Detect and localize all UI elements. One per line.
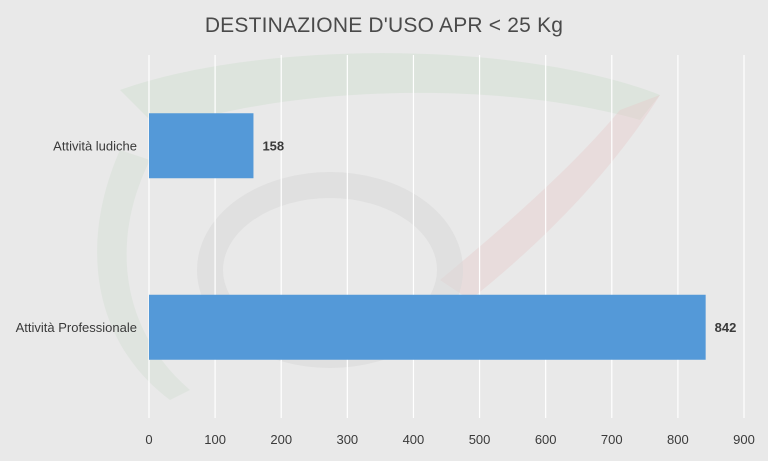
x-tick-label-800: 800: [667, 432, 689, 447]
x-tick-label-900: 900: [733, 432, 755, 447]
x-tick-label-600: 600: [535, 432, 557, 447]
labels: 0 100 200 300 400 500 600 700 800 900 Attività lud…: [16, 138, 755, 447]
category-label-0: Attività ludiche: [53, 138, 137, 153]
gridlines: [148, 55, 745, 418]
x-tick-label-200: 200: [270, 432, 292, 447]
chart-title: DESTINAZIONE D'USO APR < 25 Kg: [204, 14, 564, 37]
x-tick-label-300: 300: [336, 432, 358, 447]
x-tick-label-0: 0: [145, 432, 152, 447]
x-tick-label-100: 100: [204, 432, 226, 447]
category-label-1: Attività Professionale: [16, 320, 137, 335]
bar-0: [149, 113, 254, 179]
x-tick-label-500: 500: [469, 432, 491, 447]
x-tick-label-400: 400: [403, 432, 425, 447]
data-label-0: 158: [262, 138, 284, 153]
data-label-1: 842: [715, 320, 737, 335]
bar-1: [149, 294, 706, 360]
x-tick-label-700: 700: [601, 432, 623, 447]
bars: [149, 113, 706, 360]
